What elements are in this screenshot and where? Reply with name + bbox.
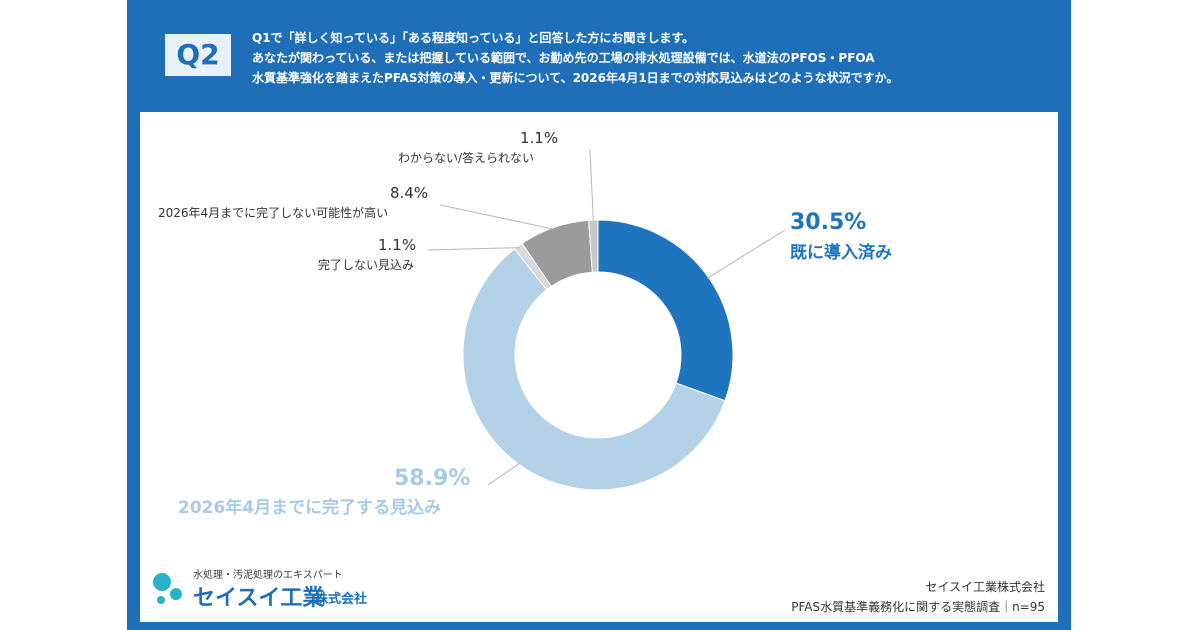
logo-name: セイスイ工業 [193,586,325,611]
slice-value-label: 1.1% [520,129,559,147]
chart-panel [140,112,1058,622]
logo-tagline: 水処理・汚泥処理のエキスパート [193,570,343,581]
leader-line [427,247,520,251]
question-badge: Q2 [165,34,231,76]
slice-category-label: 完了しない見込み [318,258,415,272]
leader-line [487,462,521,486]
question-line: あなたが関わっている、または把握している範囲で、お勤め先の工場の排水処理設備では… [252,51,875,65]
leader-line [589,149,594,223]
logo-corp: 株式会社 [315,592,368,607]
slice-value-label: 58.9% [394,466,471,491]
donut-slice [588,219,599,273]
donut-slice [462,248,726,491]
question-text: Q1で「詳しく知っている」「ある程度知っている」と回答した方にお聞きします。 あ… [252,28,1052,88]
source-company: セイスイ工業株式会社 [925,580,1045,594]
leader-line [706,229,786,279]
slice-value-label: 30.5% [790,210,867,235]
slice-value-label: 1.1% [378,236,417,254]
slice-category-label: 2026年4月までに完了しない可能性が高い [158,206,389,220]
question-line: Q1で「詳しく知っている」「ある程度知っている」と回答した方にお聞きします。 [252,31,695,45]
slice-category-label: 既に導入済み [790,243,892,263]
company-logo-icon [153,573,182,604]
source-survey: PFAS水質基準義務化に関する実態調査｜n=95 [791,600,1045,614]
question-line: 水質基準強化を踏まえたPFAS対策の導入・更新について、2026年4月1日までの… [252,71,899,85]
leader-line [439,204,555,230]
slice-value-label: 8.4% [390,184,429,202]
donut-slice [597,219,734,402]
slice-category-label: 2026年4月までに完了する見込み [178,498,442,518]
slice-category-label: わからない/答えられない [398,151,535,165]
